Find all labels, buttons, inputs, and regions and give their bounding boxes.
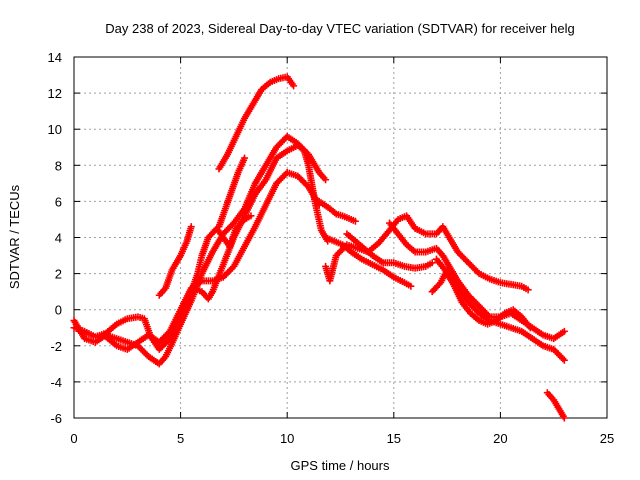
y-tick-label: 10	[48, 122, 62, 137]
series-s7	[215, 154, 249, 231]
series-s11	[343, 230, 436, 272]
y-tick-label: -2	[50, 339, 62, 354]
data-point	[290, 82, 298, 90]
data-point	[407, 282, 415, 290]
series-s5	[187, 212, 255, 296]
y-tick-label: 4	[55, 231, 62, 246]
series-s2	[70, 141, 332, 353]
y-tick-label: 2	[55, 267, 62, 282]
data-point	[187, 223, 195, 231]
series-s9	[322, 212, 532, 294]
x-tick-label: 10	[280, 431, 294, 446]
y-tick-label: 6	[55, 194, 62, 209]
data-point	[247, 212, 255, 220]
series-s10	[322, 234, 415, 290]
y-tick-label: -4	[50, 375, 62, 390]
series-s6	[215, 73, 298, 173]
data-marker	[239, 217, 247, 225]
series-s4	[155, 223, 195, 299]
series-s14	[432, 255, 534, 332]
axis-ticks: 0 5 10 15 20 25 -6 -4 -2 0 2 4 6 8 10 12 14	[48, 50, 615, 446]
series-s8	[315, 197, 359, 225]
y-tick-label: -6	[50, 411, 62, 426]
data-point	[428, 259, 436, 267]
series-s1	[70, 132, 330, 368]
y-tick-label: 0	[55, 303, 62, 318]
y-tick-label: 14	[48, 50, 62, 65]
grid	[74, 57, 607, 418]
y-tick-label: 12	[48, 86, 62, 101]
series-s3	[102, 169, 323, 353]
data-point	[524, 286, 532, 294]
x-tick-label: 5	[177, 431, 184, 446]
x-axis-label: GPS time / hours	[291, 458, 390, 473]
data-point	[560, 327, 568, 335]
data-point	[560, 414, 568, 422]
data-marker	[435, 280, 443, 288]
x-tick-label: 15	[387, 431, 401, 446]
y-axis-label: SDTVAR / TECUs	[7, 184, 22, 289]
x-tick-label: 25	[600, 431, 614, 446]
data-point	[322, 176, 330, 184]
x-tick-label: 0	[70, 431, 77, 446]
chart-title: Day 238 of 2023, Sidereal Day-to-day VTE…	[105, 21, 574, 36]
y-tick-label: 8	[55, 158, 62, 173]
data-point	[560, 356, 568, 364]
data-point	[526, 324, 534, 332]
data-point	[241, 154, 249, 162]
x-tick-label: 20	[493, 431, 507, 446]
data-points	[70, 73, 568, 422]
series-s15	[543, 389, 568, 422]
data-point	[351, 217, 359, 225]
